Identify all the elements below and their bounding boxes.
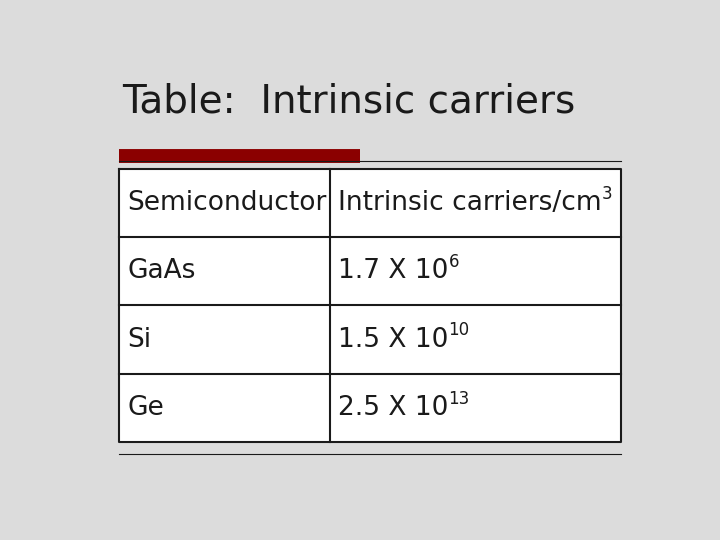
Text: 6: 6 (449, 253, 459, 271)
Text: 10: 10 (449, 321, 469, 340)
Text: Ge: Ge (127, 395, 164, 421)
Text: 13: 13 (449, 390, 469, 408)
Text: 2.5 X 10: 2.5 X 10 (338, 395, 449, 421)
Text: 3: 3 (602, 185, 612, 203)
Text: Table:  Intrinsic carriers: Table: Intrinsic carriers (122, 82, 576, 120)
Text: Intrinsic carriers/cm: Intrinsic carriers/cm (338, 190, 602, 216)
Text: Si: Si (127, 327, 151, 353)
Text: 1.5 X 10: 1.5 X 10 (338, 327, 449, 353)
Text: GaAs: GaAs (127, 258, 196, 284)
Text: Semiconductor: Semiconductor (127, 190, 327, 216)
Text: 1.7 X 10: 1.7 X 10 (338, 258, 449, 284)
